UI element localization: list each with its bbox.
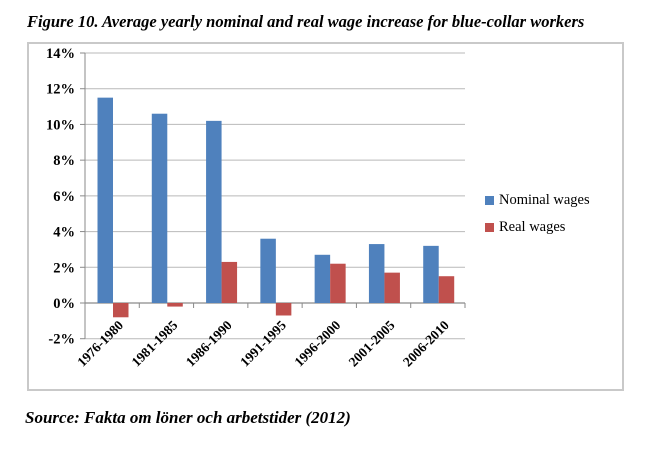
bar-nominal-1991-1995 [260,238,276,303]
x-tick-label: 1986-1990 [183,317,235,369]
x-tick-label: 1981-1985 [129,317,181,369]
y-tick-label: 6% [53,189,75,205]
legend-item-nominal: Nominal wages [485,192,590,209]
legend: Nominal wages Real wages [485,192,590,236]
legend-item-real: Real wages [485,219,590,236]
y-tick-label: 8% [53,153,75,169]
y-axis-labels: 14% 12% 10% 8% 6% 4% 2% 0% -2% [46,46,75,348]
bar-real-1976-1980 [113,303,129,318]
y-tick-label: 14% [46,46,75,62]
bar-real-2006-2010 [438,276,455,303]
y-tick-label: 10% [46,117,75,133]
y-tick-label: -2% [48,332,75,348]
x-axis-labels: 1976-1980 1981-1985 1986-1990 1991-1995 1996… [74,317,452,369]
y-tick-label: 12% [46,82,75,98]
legend-label-nominal: Nominal wages [499,192,590,208]
x-tick-label: 1991-1995 [237,317,289,369]
bar-nominal-1996-2000 [314,254,331,303]
chart-area: 14% 12% 10% 8% 6% 4% 2% 0% -2% 1976-1980 1981-1985… [27,42,624,391]
series-real [113,261,455,318]
y-tick-label: 2% [53,260,75,276]
bar-nominal-1986-1990 [206,120,222,303]
legend-label-real: Real wages [499,219,566,235]
legend-swatch-nominal-icon [485,196,494,205]
source-note: Source: Fakta om löner och arbetstider (… [25,408,351,427]
legend-swatch-real-icon [485,223,494,232]
x-tick-label: 2001-2005 [346,317,398,369]
bar-nominal-1981-1985 [151,113,168,304]
x-tick-label: 1996-2000 [291,317,343,369]
x-tick-label: 2006-2010 [400,317,452,369]
bar-real-1981-1985 [167,303,183,307]
x-tick-label: 1976-1980 [74,317,126,369]
bar-chart: 14% 12% 10% 8% 6% 4% 2% 0% -2% 1976-1980 1981-1985… [46,46,466,369]
bar-real-1996-2000 [330,263,346,303]
y-tick-label: 4% [53,225,75,241]
figure-title: Figure 10. Average yearly nominal and re… [27,12,585,31]
series-nominal [97,97,439,304]
bar-real-1986-1990 [221,261,238,303]
bar-nominal-1976-1980 [97,97,113,303]
bar-nominal-2006-2010 [423,245,439,303]
bar-nominal-2001-2005 [368,244,385,303]
bar-real-1991-1995 [275,303,292,316]
y-tick-label: 0% [53,296,75,312]
bar-real-2001-2005 [384,272,400,303]
